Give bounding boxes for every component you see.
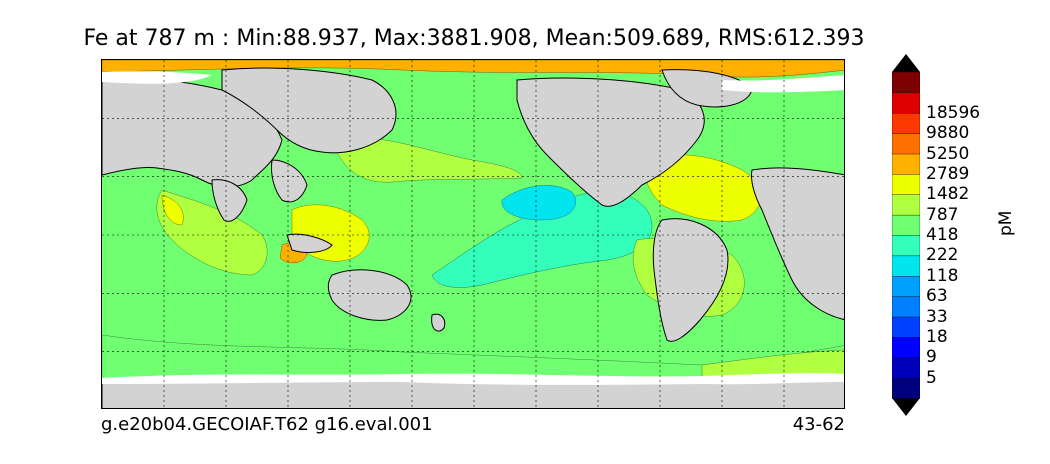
- land-australia: [327, 269, 412, 321]
- pacific-cyan-core: [501, 185, 576, 221]
- colorbar-segment: [892, 112, 920, 134]
- colorbar-segment: [892, 295, 920, 318]
- colorbar-tick-label: 5250: [926, 143, 970, 164]
- colorbar-tick-label: 1482: [926, 184, 970, 205]
- landmasses: [102, 67, 844, 408]
- colorbar-tick-label: 222: [926, 245, 959, 266]
- ice-arctic-east: [722, 75, 844, 93]
- colorbar-segment: [892, 153, 920, 175]
- colorbar-tick-label: 118: [926, 265, 959, 286]
- ice-areas: [102, 71, 844, 385]
- colorbar-segment: [892, 336, 920, 358]
- north-atlantic-yellow: [644, 154, 761, 222]
- colorbar-tick-label: 2789: [926, 163, 970, 184]
- colorbar-tick-label: 5: [926, 367, 937, 388]
- land-north-america: [516, 77, 705, 207]
- colorbar-segment: [892, 71, 920, 94]
- colorbar-tick-label: 418: [926, 225, 959, 245]
- colorbar-tick-label: 9: [926, 347, 937, 368]
- colorbar-extend-low: [892, 398, 920, 416]
- colorbar-segment: [892, 132, 920, 155]
- fe-concentration-map: [102, 60, 844, 408]
- ice-arctic-west: [102, 71, 212, 84]
- colorbar-tick-label: 33: [926, 306, 948, 327]
- colorbar-segment: [892, 194, 920, 216]
- colorbar-extend-high: [892, 54, 920, 72]
- colorbar-tick-label: 18: [926, 326, 948, 347]
- depth-range-label: 43-62: [792, 414, 845, 435]
- colorbar-tick-label: 63: [926, 286, 948, 307]
- land-greenland: [661, 69, 753, 108]
- land-eurasia-africa-west: [102, 77, 283, 188]
- colorbar: [892, 54, 920, 416]
- land-indonesia: [286, 233, 333, 253]
- colorbar-tick-label: 787: [926, 204, 959, 225]
- map-title: Fe at 787 m : Min:88.937, Max:3881.908, …: [83, 26, 865, 51]
- colorbar-tick-label: 18596: [926, 102, 981, 123]
- ice-antarctic-edge: [102, 373, 844, 385]
- land-india: [211, 179, 248, 222]
- colorbar-segment: [892, 316, 920, 338]
- land-se-asia: [271, 159, 308, 203]
- land-south-america: [652, 218, 729, 342]
- land-asia: [221, 67, 397, 154]
- colorbar-segment: [892, 377, 920, 399]
- north-pacific-yellowgreen: [331, 137, 523, 183]
- colorbar-segment: [892, 92, 920, 114]
- colorbar-segment: [892, 275, 920, 297]
- colorbar-segment: [892, 234, 920, 257]
- colorbar-segment: [892, 214, 920, 236]
- map-gridlines: [102, 60, 844, 408]
- run-identifier: g.e20b04.GECOIAF.T62 g16.eval.001: [101, 414, 433, 435]
- colorbar-segment: [892, 357, 920, 379]
- land-africa-east-edge: [751, 167, 844, 321]
- land-new-zealand: [431, 313, 446, 332]
- arabian-sea-yellow: [161, 194, 184, 226]
- colorbar-unit: pM: [996, 210, 1016, 236]
- colorbar-segment: [892, 255, 920, 277]
- colorbar-tick-label: 9880: [926, 123, 970, 144]
- pacific-aqua-tongue: [431, 190, 653, 288]
- colorbar-segment: [892, 173, 920, 195]
- map-panel: [101, 59, 845, 409]
